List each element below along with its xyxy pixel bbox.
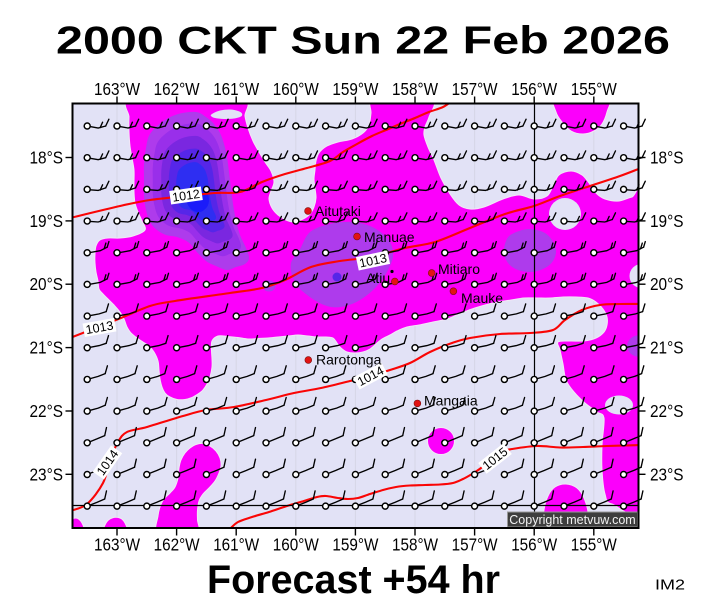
svg-text:157°W: 157°W xyxy=(452,79,498,99)
svg-text:18°S: 18°S xyxy=(30,148,64,168)
svg-text:21°S: 21°S xyxy=(30,338,64,358)
svg-text:158°W: 158°W xyxy=(392,79,438,99)
svg-text:18°S: 18°S xyxy=(650,148,684,168)
svg-text:Atiu: Atiu xyxy=(366,270,390,286)
svg-text:155°W: 155°W xyxy=(571,79,617,99)
svg-text:158°W: 158°W xyxy=(392,535,438,555)
svg-text:Mitiaro: Mitiaro xyxy=(438,261,480,277)
svg-text:20°S: 20°S xyxy=(30,274,64,294)
svg-text:156°W: 156°W xyxy=(511,535,557,555)
svg-text:155°W: 155°W xyxy=(571,535,617,555)
svg-text:22°S: 22°S xyxy=(30,401,64,421)
svg-text:161°W: 161°W xyxy=(213,79,259,99)
svg-text:Mangaia: Mangaia xyxy=(424,393,478,409)
svg-text:20°S: 20°S xyxy=(650,274,684,294)
svg-text:163°W: 163°W xyxy=(94,79,140,99)
svg-text:23°S: 23°S xyxy=(30,464,64,484)
svg-text:160°W: 160°W xyxy=(273,79,319,99)
svg-text:162°W: 162°W xyxy=(154,79,200,99)
svg-text:21°S: 21°S xyxy=(650,338,684,358)
svg-text:157°W: 157°W xyxy=(452,535,498,555)
svg-text:19°S: 19°S xyxy=(30,211,64,231)
svg-text:161°W: 161°W xyxy=(213,535,259,555)
svg-text:Manuae: Manuae xyxy=(364,229,415,245)
svg-text:1013: 1013 xyxy=(358,251,388,270)
svg-text:19°S: 19°S xyxy=(650,211,684,231)
svg-text:Rarotonga: Rarotonga xyxy=(316,352,382,368)
svg-text:Mauke: Mauke xyxy=(461,290,503,306)
svg-text:23°S: 23°S xyxy=(650,464,684,484)
svg-text:1013: 1013 xyxy=(85,318,115,337)
svg-text:159°W: 159°W xyxy=(332,535,378,555)
svg-text:2000 CKT Sun 22 Feb 2026: 2000 CKT Sun 22 Feb 2026 xyxy=(56,20,670,63)
svg-text:160°W: 160°W xyxy=(273,535,319,555)
svg-text:Forecast +54 hr: Forecast +54 hr xyxy=(207,558,500,600)
svg-text:162°W: 162°W xyxy=(154,535,200,555)
svg-text:22°S: 22°S xyxy=(650,401,684,421)
svg-text:Copyright metvuw.com: Copyright metvuw.com xyxy=(509,513,635,527)
svg-text:163°W: 163°W xyxy=(94,535,140,555)
svg-text:IM2: IM2 xyxy=(655,578,685,594)
svg-text:159°W: 159°W xyxy=(332,79,378,99)
svg-text:Aitutaki: Aitutaki xyxy=(315,203,361,219)
svg-text:156°W: 156°W xyxy=(511,79,557,99)
svg-text:1012: 1012 xyxy=(171,187,201,205)
